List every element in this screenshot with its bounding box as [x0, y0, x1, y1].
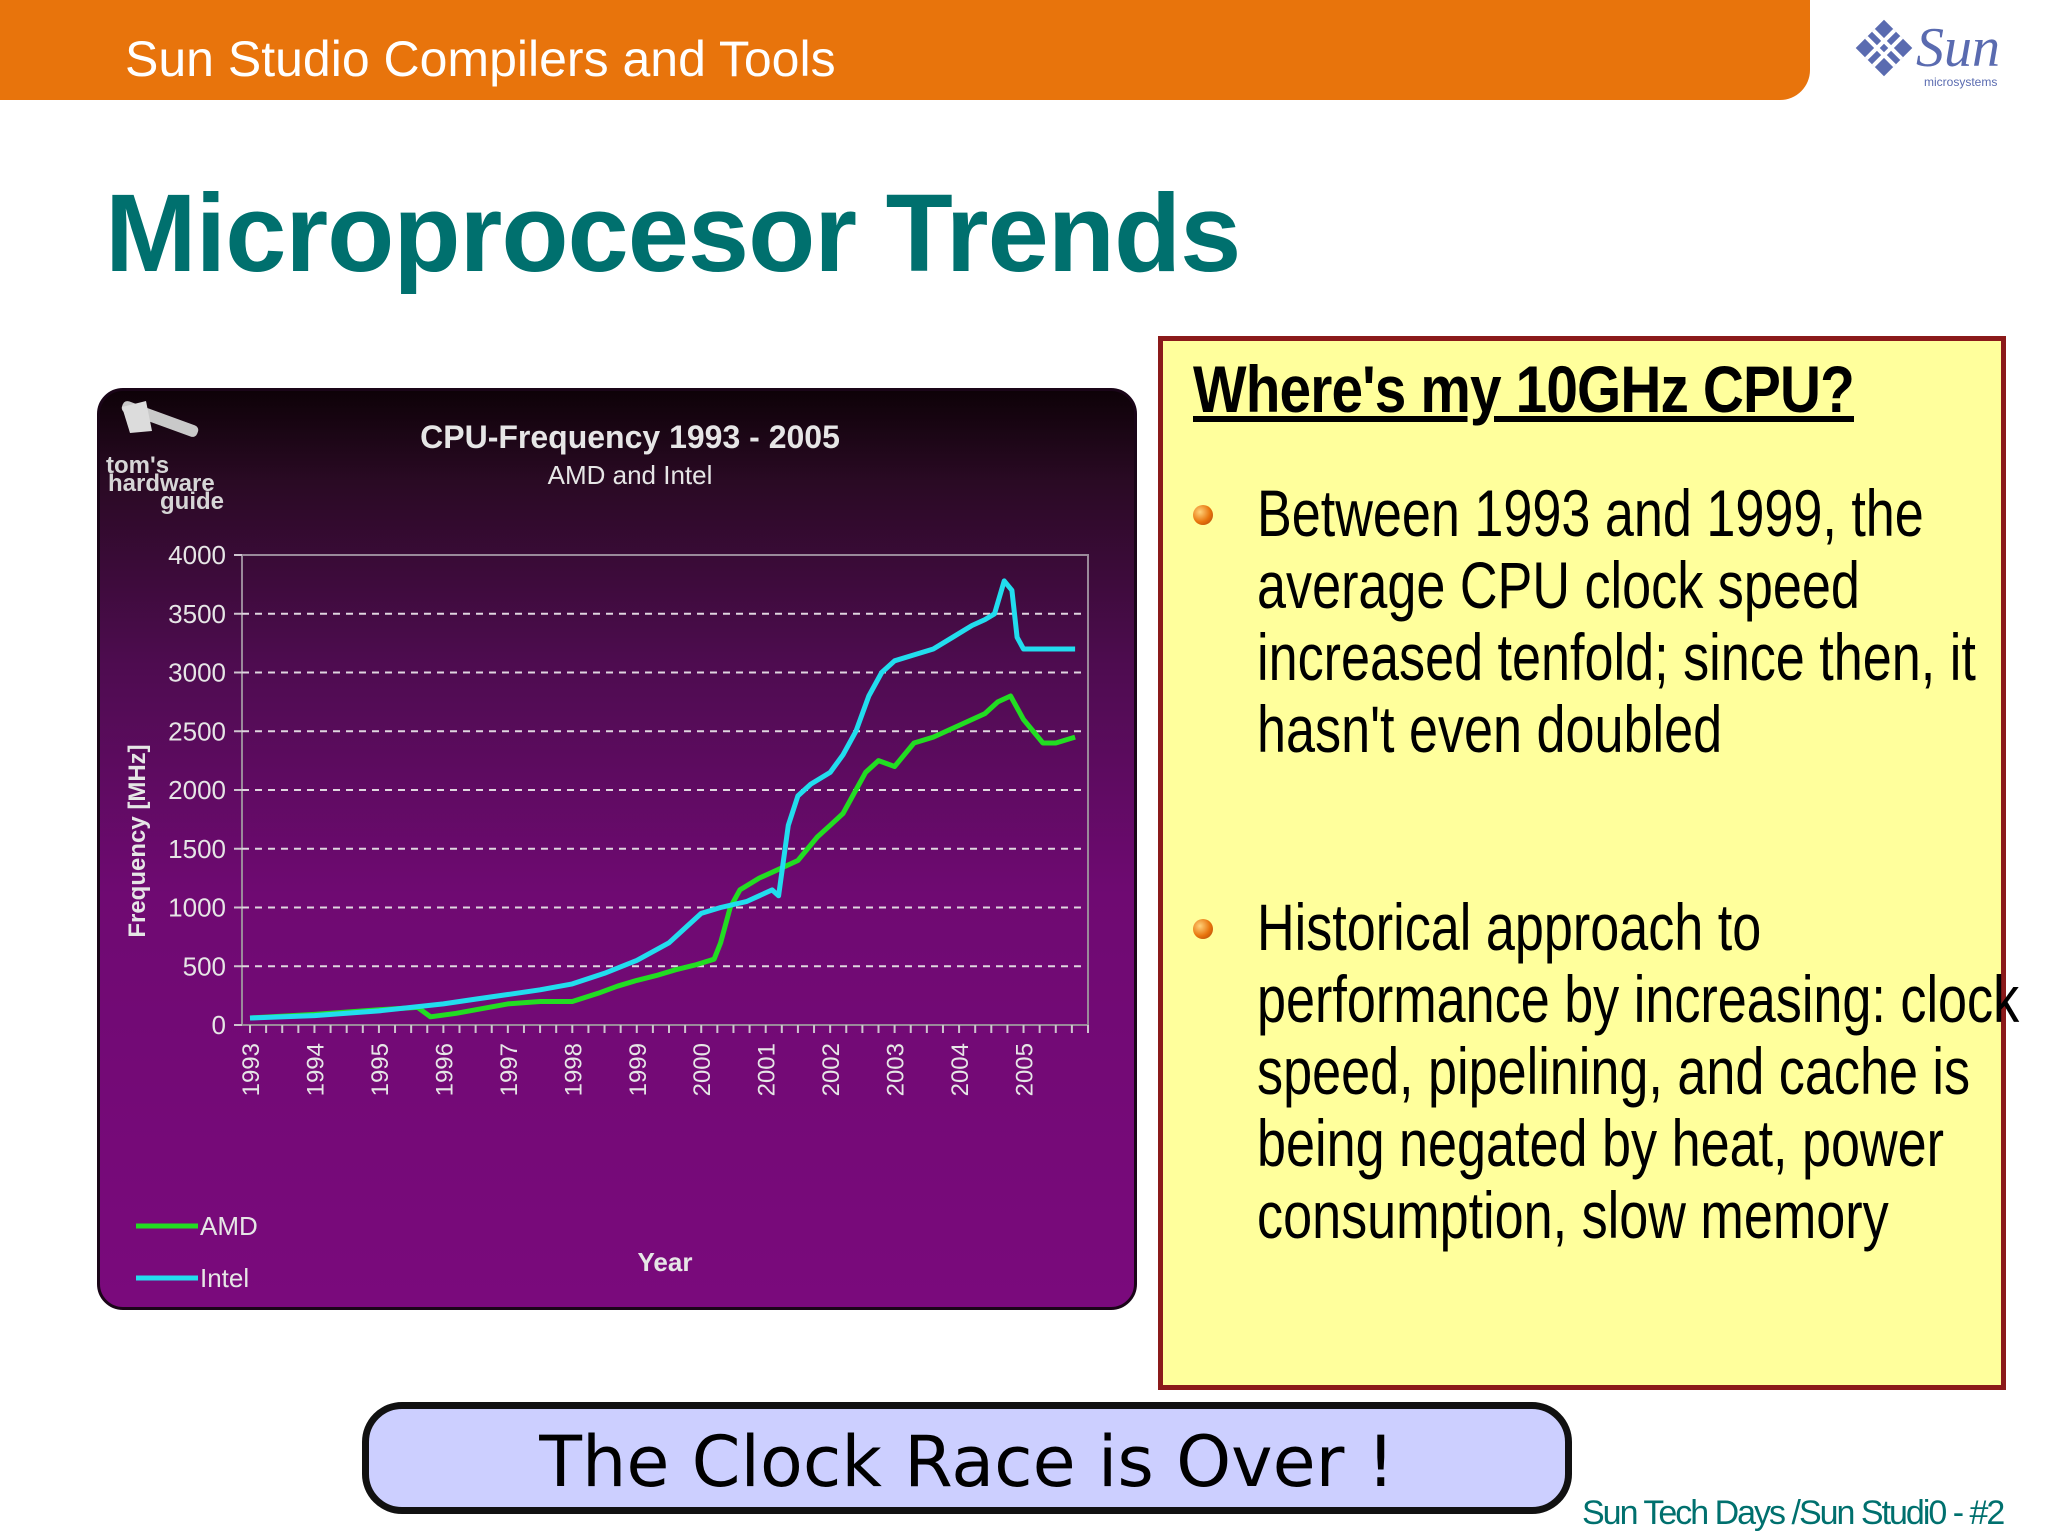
logo-text: Sun [1916, 17, 2000, 79]
y-ticks: 0 500 1000 1500 2000 2500 3000 3500 4000 [168, 540, 242, 1040]
footer-text: Sun Tech Days /Sun Studi0 - #2 [1582, 1494, 2005, 1532]
chart-title: CPU-Frequency 1993 - 2005 [420, 419, 840, 455]
y-axis-label: Frequency [MHz] [124, 744, 151, 937]
x-tick-label: 1997 [496, 1043, 523, 1096]
x-tick-label: 2001 [754, 1043, 781, 1096]
y-tick-label: 3000 [168, 658, 226, 688]
x-tick-label: 2002 [818, 1043, 845, 1096]
y-tick-label: 500 [183, 951, 226, 981]
y-tick-label: 4000 [168, 540, 226, 570]
series-line-intel [249, 578, 1076, 1021]
chart-logo: tom's hardware guide [106, 401, 224, 515]
x-tick-label: 1993 [238, 1043, 265, 1096]
cpu-frequency-chart: tom's hardware guide CPU-Frequency 1993 … [106, 401, 1089, 1293]
callout-heading: Where's my 10GHz CPU? [1193, 352, 1855, 426]
x-tick-label: 2003 [883, 1043, 910, 1096]
chart-logo-line1: tom's [106, 452, 169, 479]
bullet-1-text: Between 1993 and 1999, the average CPU c… [1257, 476, 1976, 766]
hammer-icon [121, 401, 199, 437]
x-tick-label: 1996 [431, 1043, 458, 1096]
y-tick-label: 2000 [168, 775, 226, 805]
header-title: Sun Studio Compilers and Tools [125, 31, 836, 87]
y-tick-label: 1500 [168, 834, 226, 864]
bullet-dot-icon [1193, 505, 1213, 525]
chart-panel: tom's hardware guide CPU-Frequency 1993 … [97, 388, 1137, 1310]
x-tick-label: 1995 [367, 1043, 394, 1096]
y-tick-label: 0 [212, 1010, 226, 1040]
chart-subtitle: AMD and Intel [548, 460, 713, 490]
series-layer [249, 578, 1076, 1021]
callout-box: Where's my 10GHz CPU? Between 1993 and 1… [1158, 336, 2019, 1390]
logo-subtext: microsystems [1924, 75, 1997, 89]
x-axis-label: Year [638, 1247, 693, 1277]
x-tick-label: 1994 [302, 1043, 329, 1096]
bullet-2-text: Historical approach to performance by in… [1257, 890, 2020, 1252]
y-tick-label: 3500 [168, 599, 226, 629]
chart-logo-line2: hardware [108, 470, 215, 497]
legend: AMD Intel [136, 1211, 258, 1293]
x-tick-label: 2004 [947, 1043, 974, 1096]
x-tick-label: 1998 [560, 1043, 587, 1096]
bullet-dot-icon [1193, 919, 1213, 939]
y-tick-label: 2500 [168, 716, 226, 746]
clock-race-banner: The Clock Race is Over ! [362, 1402, 1572, 1514]
sun-diamond-logo-icon: Sun microsystems [1855, 17, 2000, 89]
banner-text: The Clock Race is Over ! [539, 1421, 1395, 1503]
x-tick-label: 1999 [625, 1043, 652, 1096]
slide-title: Microprocesor Trends [105, 172, 1241, 295]
chart-logo-line3: guide [160, 488, 224, 515]
legend-amd-label: AMD [200, 1211, 258, 1241]
x-tick-label: 2005 [1012, 1043, 1039, 1096]
grid-layer [242, 612, 1084, 968]
series-line-amd [249, 693, 1076, 1021]
x-tick-label: 2000 [689, 1043, 716, 1096]
y-tick-label: 1000 [168, 893, 226, 923]
legend-intel-label: Intel [200, 1263, 249, 1293]
header-bar [0, 0, 1810, 100]
sun-logo: Sun microsystems [1850, 14, 2030, 94]
x-ticks: 1993 1994 1995 1996 1997 1998 1999 2000 2001 2002… [238, 1025, 1089, 1096]
